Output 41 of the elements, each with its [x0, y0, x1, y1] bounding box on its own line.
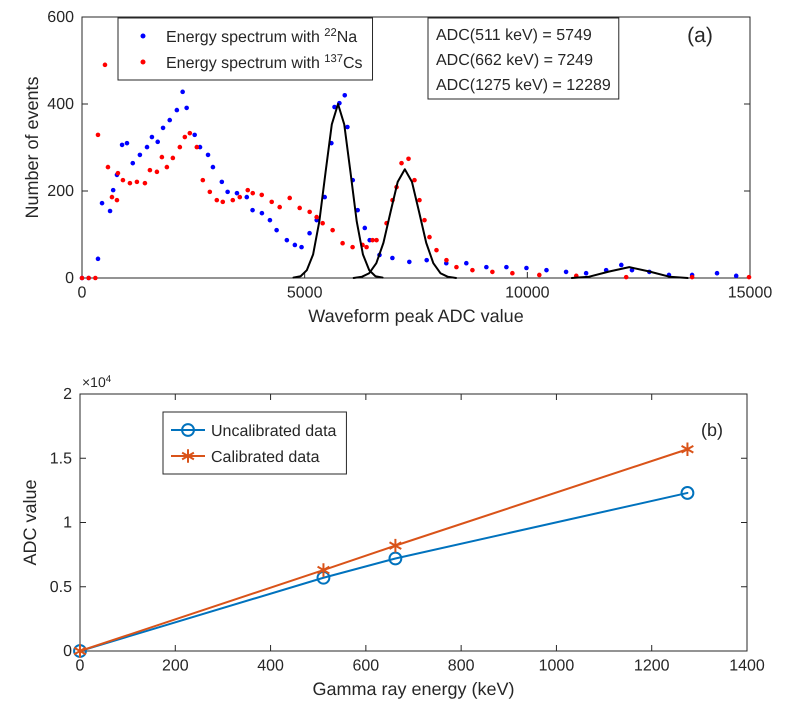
point [316, 570, 330, 585]
legend-label: Energy spectrum with $^{22}$Na [166, 27, 358, 46]
y-tick-label: 400 [47, 96, 74, 114]
x-axis-title: Gamma ray energy (keV) [312, 679, 515, 699]
x-tick-label: 200 [162, 657, 189, 674]
legend-label: Uncalibrated data [211, 423, 337, 440]
y-tick-label: 200 [47, 183, 74, 200]
x-tick-label: 5000 [286, 284, 323, 302]
x-axis-title: Waveform peak ADC value [308, 306, 524, 326]
y-tick-label: 0 [65, 270, 74, 288]
y-axis-title: ADC value [20, 479, 40, 566]
annotation: (a) [687, 24, 713, 47]
x-tick-label: 10000 [505, 284, 550, 302]
point [680, 441, 694, 458]
x-tick-label: 600 [352, 657, 380, 674]
x-tick-label: 1400 [729, 657, 765, 674]
y-axis-title: Number of events [22, 76, 42, 219]
annotation: (b) [701, 420, 723, 440]
x-tick-label: 0 [78, 284, 87, 302]
x-tick-label: 1200 [634, 657, 670, 674]
point [680, 486, 694, 500]
annotation: ADC(662 keV) = 7249 [436, 52, 594, 69]
line-series [570, 266, 689, 279]
annotation: ADC(1275 keV) = 12289 [436, 77, 611, 94]
y-tick-label: 2 [63, 386, 72, 404]
y-tick-label: 1.5 [50, 450, 72, 468]
annotation: ADC(511 keV) = 5749 [436, 27, 592, 44]
y-tick-label: 0 [63, 643, 72, 660]
point [316, 562, 330, 578]
legend-label: Energy spectrum with $^{137}$Cs [166, 53, 363, 72]
legend-label: Calibrated data [211, 449, 320, 466]
text: ×10$^{4}$ [82, 374, 112, 390]
point [388, 552, 402, 566]
x-tick-label: 1000 [538, 657, 574, 674]
point [388, 538, 402, 554]
x-tick-label: 400 [257, 657, 284, 674]
x-tick-label: 15000 [728, 284, 772, 302]
y-tick-label: 0.5 [50, 578, 72, 596]
y-tick-label: 600 [47, 9, 74, 26]
y-tick-label: 1 [63, 514, 72, 532]
x-tick-label: 800 [448, 657, 475, 674]
